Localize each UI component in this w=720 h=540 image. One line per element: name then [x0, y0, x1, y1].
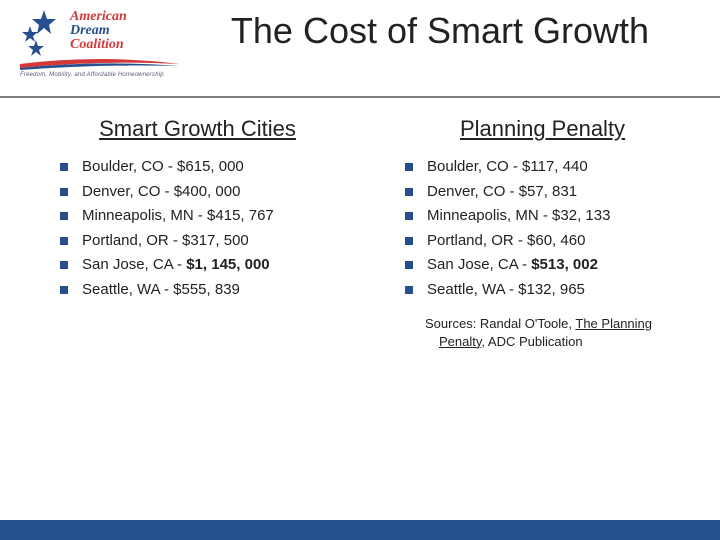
logo-swoosh-icon	[20, 56, 180, 72]
right-column: Planning Penalty Boulder, CO - $117, 440…	[395, 116, 690, 350]
sources: Sources: Randal O'Toole, The Planning Pe…	[425, 315, 690, 350]
left-column: Smart Growth Cities Boulder, CO - $615, …	[50, 116, 345, 350]
content: Smart Growth Cities Boulder, CO - $615, …	[0, 98, 720, 350]
list-item: Denver, CO - $400, 000	[60, 181, 345, 204]
list-item: San Jose, CA - $513, 002	[405, 254, 690, 277]
header: American Dream Coalition Freedom, Mobili…	[0, 0, 720, 98]
logo-line2: Dream	[70, 24, 127, 38]
logo-tagline: Freedom, Mobility, and Affordable Homeow…	[20, 72, 164, 78]
list-item: Portland, OR - $60, 460	[405, 230, 690, 253]
list-item: Seattle, WA - $132, 965	[405, 279, 690, 302]
logo-line1: American	[70, 10, 127, 24]
list-item: San Jose, CA - $1, 145, 000	[60, 254, 345, 277]
list-item: Boulder, CO - $615, 000	[60, 156, 345, 179]
list-item: Minneapolis, MN - $32, 133	[405, 205, 690, 228]
page-title: The Cost of Smart Growth	[180, 8, 700, 51]
list-item: Boulder, CO - $117, 440	[405, 156, 690, 179]
logo-stars-icon	[20, 8, 68, 56]
sources-prefix: Sources: Randal O'Toole,	[425, 316, 575, 331]
list-item: Minneapolis, MN - $415, 767	[60, 205, 345, 228]
logo: American Dream Coalition Freedom, Mobili…	[20, 8, 180, 88]
left-list: Boulder, CO - $615, 000Denver, CO - $400…	[50, 156, 345, 301]
logo-text: American Dream Coalition	[70, 10, 127, 52]
right-heading: Planning Penalty	[395, 116, 690, 142]
left-heading: Smart Growth Cities	[50, 116, 345, 142]
right-list: Boulder, CO - $117, 440Denver, CO - $57,…	[395, 156, 690, 301]
list-item: Seattle, WA - $555, 839	[60, 279, 345, 302]
footer-bar	[0, 520, 720, 540]
list-item: Portland, OR - $317, 500	[60, 230, 345, 253]
logo-line3: Coalition	[70, 38, 127, 52]
sources-suffix: , ADC Publication	[481, 334, 582, 349]
list-item: Denver, CO - $57, 831	[405, 181, 690, 204]
